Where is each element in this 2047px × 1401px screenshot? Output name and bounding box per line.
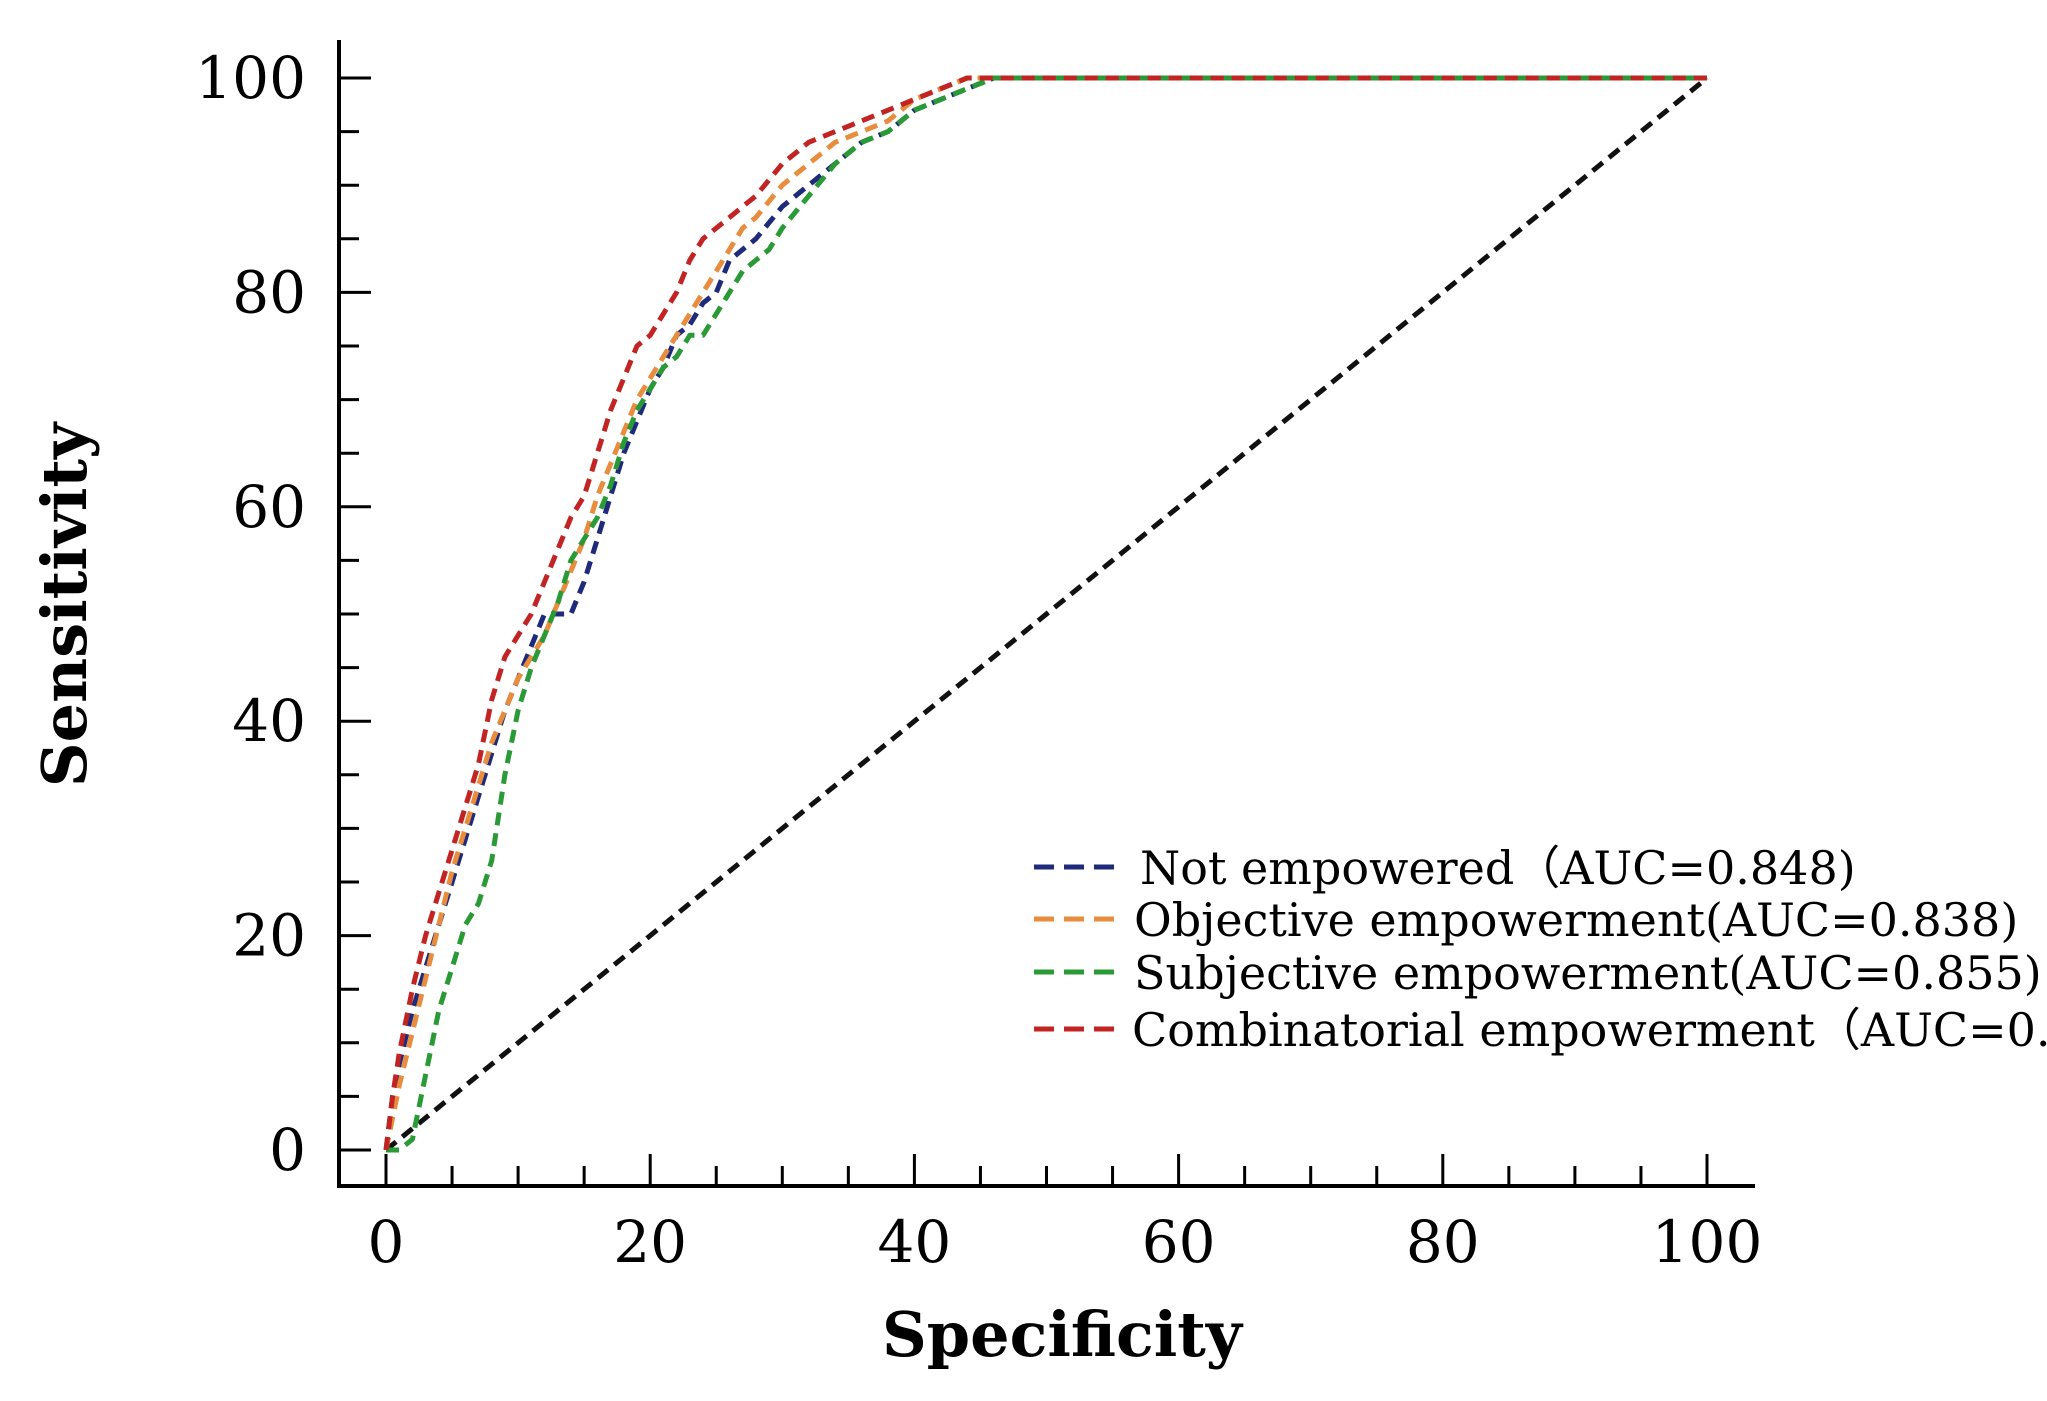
- y-tick-label: 100: [195, 44, 306, 112]
- y-tick-label: 20: [232, 902, 306, 970]
- legend-label: Combinatorial empowerment（AUC=0.868): [1132, 1003, 2047, 1057]
- legend-label: Not empowered（AUC=0.848): [1140, 841, 1856, 895]
- x-tick-label: 100: [1652, 1208, 1763, 1276]
- y-tick-label: 0: [269, 1116, 306, 1184]
- legend-label: Subjective empowerment(AUC=0.855): [1134, 946, 2042, 1000]
- reference-line-line: [384, 76, 1709, 1152]
- x-tick-label: 0: [368, 1208, 405, 1276]
- y-axis-title: Sensitivity: [28, 421, 101, 787]
- tick-labels: 0 20 40 60 80 100 0 20 40 60 80 100: [195, 44, 1762, 1276]
- series-layer: [383, 75, 1709, 1153]
- axes: [337, 40, 1755, 1188]
- combinatorial-empowerment-line: [383, 75, 1707, 1151]
- y-tick-label: 40: [232, 687, 306, 755]
- y-tick-label: 60: [232, 473, 306, 541]
- not-empowered-line: [383, 75, 1707, 1151]
- objective-empowerment-line: [383, 75, 1707, 1151]
- x-axis-title: Specificity: [882, 1298, 1244, 1371]
- x-tick-label: 80: [1406, 1208, 1480, 1276]
- x-tick-label: 20: [613, 1208, 687, 1276]
- x-tick-label: 60: [1142, 1208, 1216, 1276]
- axis-ticks: [339, 76, 1709, 1186]
- y-tick-label: 80: [232, 258, 306, 326]
- legend: Not empowered（AUC=0.848)Objective empowe…: [1034, 841, 2047, 1057]
- legend-label: Objective empowerment(AUC=0.838): [1134, 893, 2018, 947]
- x-tick-label: 40: [877, 1208, 951, 1276]
